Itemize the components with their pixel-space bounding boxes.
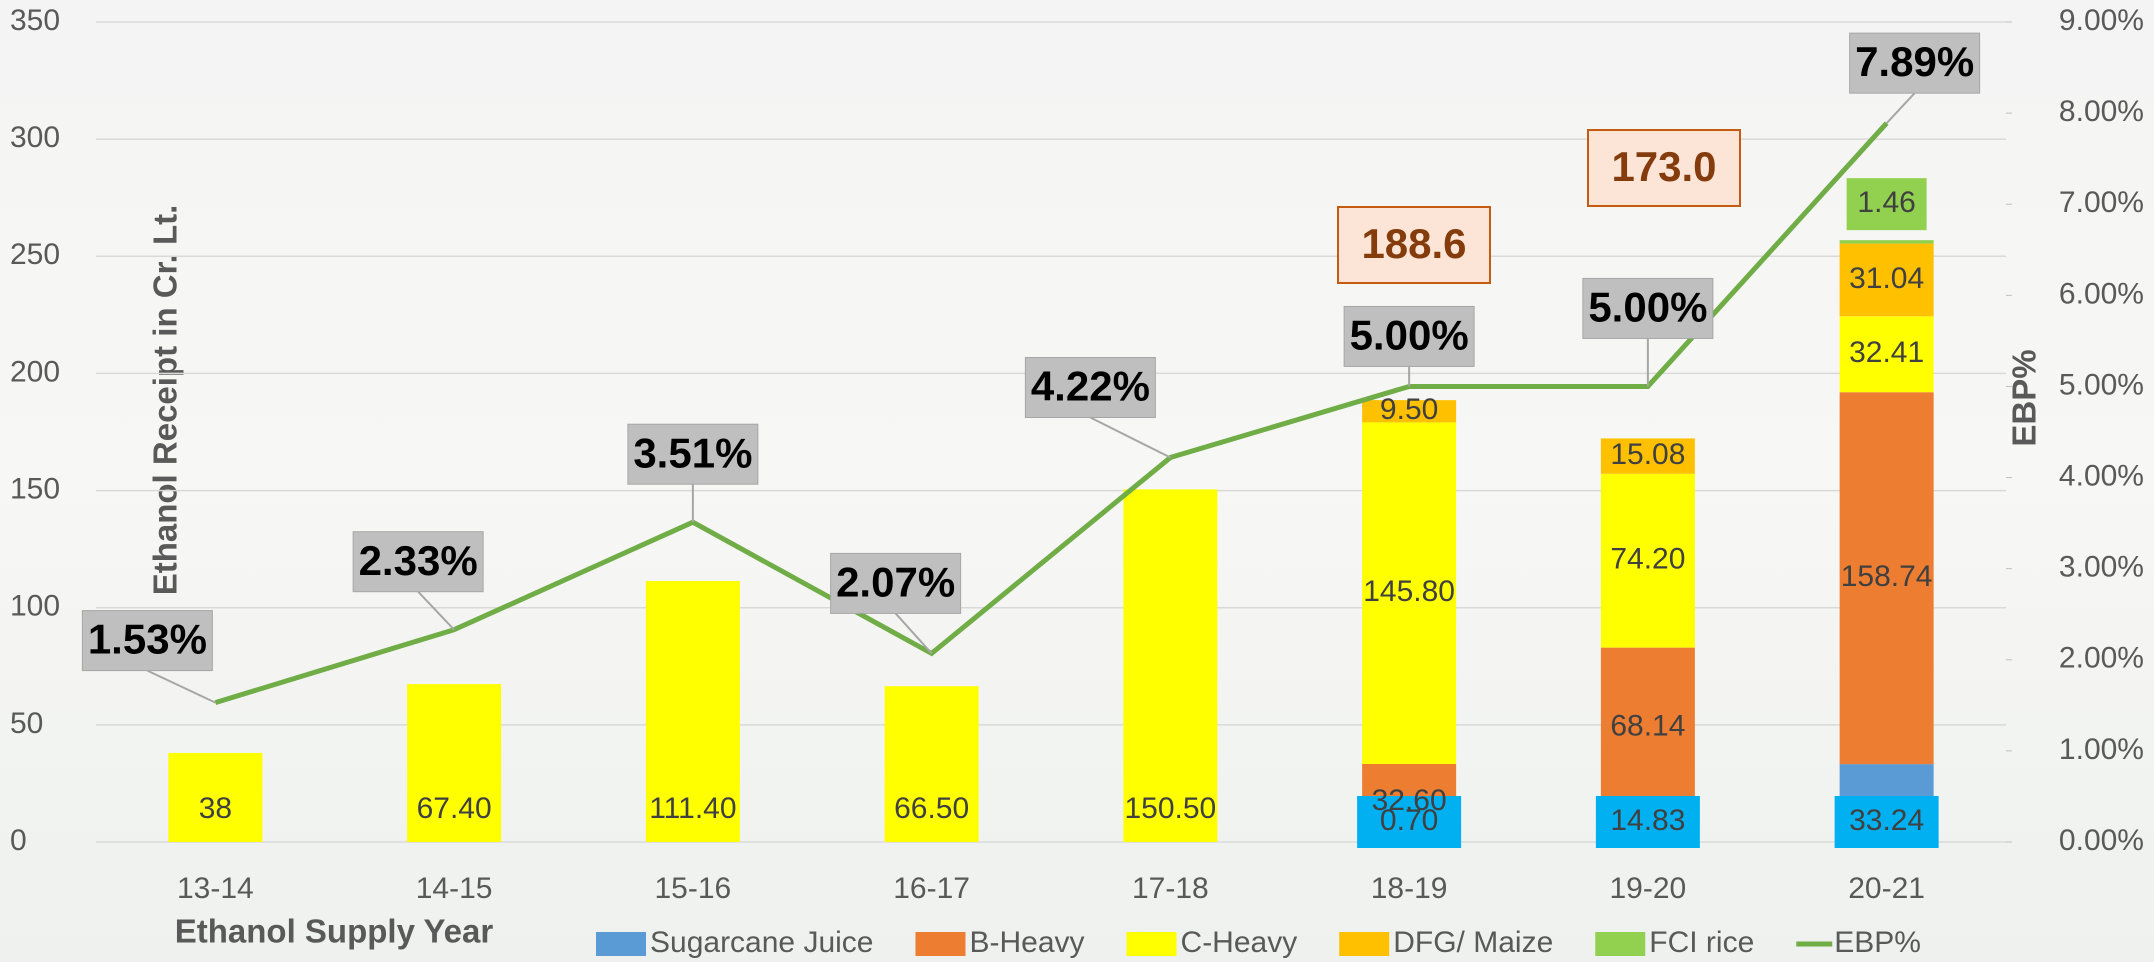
leader [1090, 418, 1170, 458]
legend-swatch [1339, 932, 1389, 956]
legend-label: Sugarcane Juice [650, 926, 873, 959]
data-label: 7.89% [1855, 38, 1974, 85]
data-label: 15.08 [1610, 438, 1685, 471]
data-label: 33.24 [1849, 804, 1924, 837]
x-tick-label: 18-19 [1371, 872, 1448, 905]
x-tick-label: 16-17 [893, 872, 970, 905]
legend-swatch [1595, 932, 1645, 956]
bar-segment [1840, 240, 1934, 243]
legend-swatch [915, 932, 965, 956]
x-tick-label: 14-15 [416, 872, 493, 905]
legend-label: FCI rice [1649, 926, 1754, 959]
legend-swatch [596, 932, 646, 956]
y2-tick-label: 0.00% [2059, 824, 2144, 857]
data-label: 32.41 [1849, 336, 1924, 369]
legend-item: EBP% [1796, 926, 1921, 959]
x-tick-label: 15-16 [655, 872, 732, 905]
legend-label: B-Heavy [969, 926, 1084, 959]
y2-tick-label: 4.00% [2059, 459, 2144, 492]
legend-label: C-Heavy [1181, 926, 1298, 959]
leader [147, 671, 215, 703]
y2-tick-label: 7.00% [2059, 186, 2144, 219]
legend-item: B-Heavy [915, 926, 1084, 959]
data-label: 5.00% [1350, 312, 1469, 359]
y-tick-label: 350 [10, 4, 60, 37]
data-label: 32.60 [1372, 784, 1447, 817]
data-label: 2.07% [836, 558, 955, 605]
y-tick-label: 0 [10, 824, 27, 857]
y2-tick-label: 3.00% [2059, 551, 2144, 584]
data-label: 2.33% [359, 537, 478, 584]
leader [418, 592, 454, 630]
chart: Ethanol Receipt in Cr. Lt. Ethanol Suppl… [0, 0, 2154, 962]
data-label: 66.50 [894, 792, 969, 825]
y2-tick-label: 1.00% [2059, 733, 2144, 766]
data-label: 14.83 [1610, 804, 1685, 837]
y2-tick-label: 6.00% [2059, 277, 2144, 310]
data-label: 68.14 [1610, 709, 1685, 742]
annotation: 188.6 [1361, 220, 1466, 267]
y2-tick-label: 9.00% [2059, 4, 2144, 37]
y-axis-title: Ethanol Receipt in Cr. Lt. [147, 205, 184, 596]
data-label: 4.22% [1031, 363, 1150, 410]
data-label: 1.46 [1857, 186, 1915, 219]
x-tick-label: 20-21 [1848, 872, 1925, 905]
annotation: 173.0 [1611, 143, 1716, 190]
data-label: 67.40 [417, 792, 492, 825]
y-tick-label: 50 [10, 707, 43, 740]
y2-tick-label: 8.00% [2059, 95, 2144, 128]
bar-segment [1123, 489, 1217, 842]
legend-label: DFG/ Maize [1393, 926, 1553, 959]
data-label: 38 [199, 792, 232, 825]
legend-swatch [1127, 932, 1177, 956]
y-tick-label: 150 [10, 472, 60, 505]
data-label: 150.50 [1124, 792, 1216, 825]
x-tick-label: 13-14 [177, 872, 254, 905]
data-label: 3.51% [633, 429, 752, 476]
x-tick-label: 17-18 [1132, 872, 1209, 905]
data-label: 5.00% [1588, 284, 1707, 331]
data-label: 9.50 [1380, 393, 1438, 426]
data-label: 158.74 [1841, 560, 1933, 593]
y2-tick-label: 5.00% [2059, 368, 2144, 401]
legend-item: DFG/ Maize [1339, 926, 1553, 959]
y-tick-label: 250 [10, 238, 60, 271]
data-label: 145.80 [1363, 575, 1455, 608]
legend-item: Sugarcane Juice [596, 926, 873, 959]
x-tick-label: 19-20 [1610, 872, 1687, 905]
data-label: 111.40 [649, 792, 736, 825]
y-tick-label: 100 [10, 590, 60, 623]
data-label: 74.20 [1610, 543, 1685, 576]
leader [896, 613, 932, 653]
y2-tick-label: 2.00% [2059, 642, 2144, 675]
legend-label: EBP% [1834, 926, 1921, 959]
x-axis-title: Ethanol Supply Year [175, 913, 494, 950]
y-tick-label: 300 [10, 121, 60, 154]
data-label: 31.04 [1849, 262, 1924, 295]
leader [1887, 93, 1915, 123]
data-label: 1.53% [88, 616, 207, 663]
y-tick-label: 200 [10, 355, 60, 388]
legend-item: FCI rice [1595, 926, 1754, 959]
y2-axis-title: EBP% [2006, 349, 2043, 446]
legend-item: C-Heavy [1127, 926, 1298, 959]
